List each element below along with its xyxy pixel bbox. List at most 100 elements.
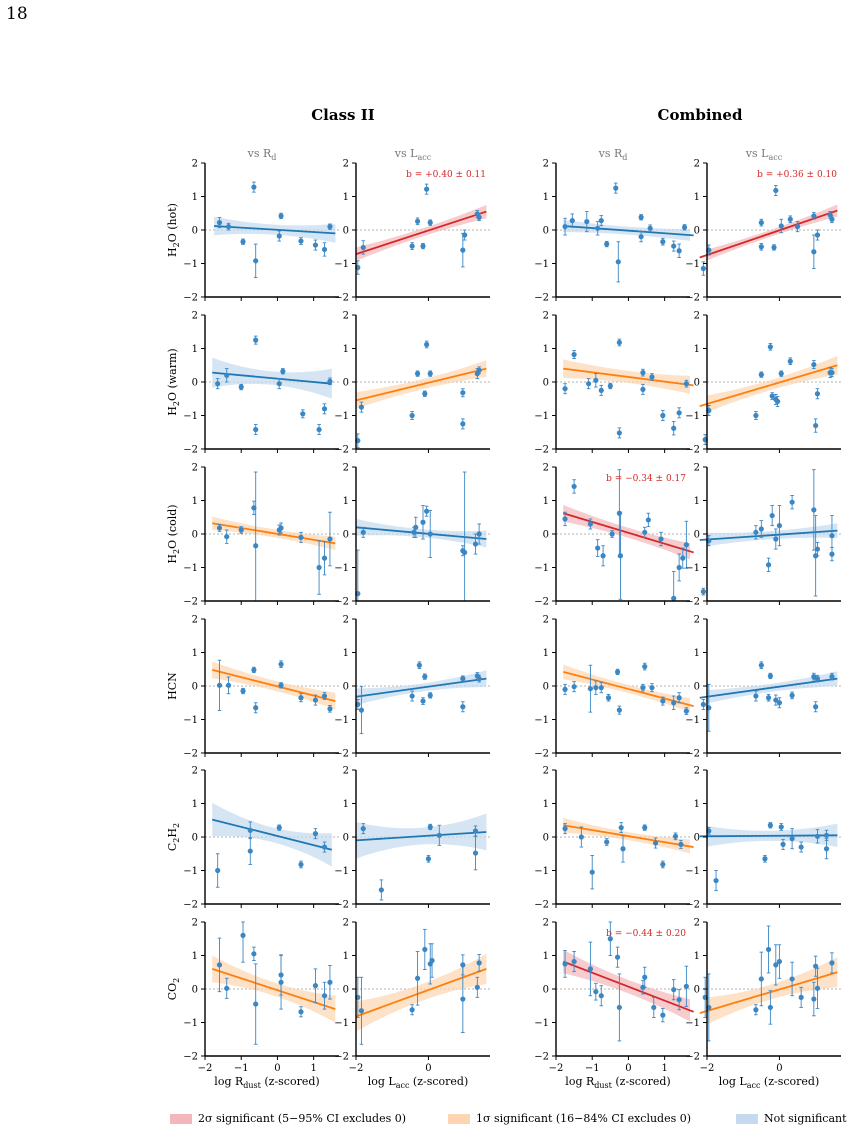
panel-r1-c1: −2 −1 0 1 2 (334, 311, 490, 456)
data-point (422, 674, 428, 680)
data-point (811, 213, 817, 219)
panel-r0-c1: −2 −1 0 1 2 b = +0.40 ± 0.11 (334, 159, 490, 304)
y-tick-label: −2 (183, 1052, 198, 1063)
data-point (422, 946, 428, 953)
fit-line (563, 824, 694, 848)
y-tick-label: 0 (694, 985, 700, 996)
x-tick-label: 0 (625, 1063, 631, 1074)
y-tick-label: −2 (334, 749, 349, 760)
y-tick-label: −2 (183, 900, 198, 911)
y-tick-label: 0 (694, 682, 700, 693)
x-axis-label-sub: acc (747, 1081, 761, 1090)
data-point (598, 685, 604, 691)
data-point (420, 519, 426, 525)
data-point (776, 700, 783, 706)
y-tick-label: 2 (543, 463, 549, 474)
y-tick-label: −2 (334, 293, 349, 304)
data-point (814, 232, 821, 238)
x-axis-label-tail: (z-scored) (760, 1075, 819, 1088)
data-point (240, 239, 246, 245)
x-tick-label: 0 (776, 1063, 782, 1074)
data-point (616, 707, 622, 713)
data-point (327, 536, 333, 542)
y-tick-label: 0 (694, 530, 700, 541)
slope-annotation: b = +0.36 ± 0.10 (757, 170, 837, 180)
data-point (814, 676, 821, 682)
fit-line (212, 371, 332, 385)
data-point (321, 555, 328, 561)
page-number: 18 (6, 4, 28, 24)
fit-line (563, 225, 694, 237)
y-tick-label: 2 (343, 463, 349, 474)
data-point (598, 218, 604, 224)
data-point (823, 846, 830, 852)
legend-swatch-2sigma (170, 1113, 192, 1124)
y-tick-label: 0 (192, 985, 198, 996)
data-point (414, 371, 421, 377)
y-tick-label: 0 (343, 682, 349, 693)
data-point (593, 377, 599, 383)
x-axis-label-tail: (z-scored) (261, 1075, 320, 1088)
data-point (238, 384, 244, 390)
y-tick-label: −1 (334, 1018, 349, 1029)
x-axis-label: log Lacc (z-scored) (719, 1075, 820, 1090)
data-point (589, 869, 595, 875)
y-tick-label: −1 (685, 1018, 700, 1029)
x-tick-label: −1 (234, 1063, 249, 1074)
data-point (409, 693, 415, 699)
data-point (789, 692, 795, 698)
data-point (276, 825, 282, 831)
data-point (472, 828, 479, 834)
data-point (640, 685, 646, 691)
x-axis-label-main: log L (719, 1075, 748, 1088)
data-point (476, 531, 482, 537)
x-tick-label: 1 (310, 1063, 316, 1074)
y-tick-label: 1 (543, 799, 549, 810)
column-title: vs Rd (598, 147, 628, 162)
y-tick-label: −1 (534, 715, 549, 726)
data-point (829, 533, 835, 539)
x-axis-label-tail: (z-scored) (409, 1075, 468, 1088)
y-tick-label: −1 (685, 866, 700, 877)
data-point (460, 421, 466, 427)
data-point (585, 381, 592, 387)
x-tick-label: 0 (274, 1063, 280, 1074)
data-point (358, 1008, 365, 1014)
data-point (753, 529, 759, 535)
data-point (811, 507, 817, 513)
fit-line (355, 677, 487, 698)
data-point (562, 961, 568, 967)
y-tick-label: 0 (192, 530, 198, 541)
data-point (420, 243, 426, 249)
legend-entry-not-significant: Not significant (736, 1112, 847, 1125)
data-point (789, 499, 795, 505)
y-tick-label: 2 (543, 311, 549, 322)
x-tick-label: −1 (585, 1063, 600, 1074)
data-point (472, 850, 479, 856)
y-tick-label: 0 (343, 985, 349, 996)
data-point (814, 833, 821, 839)
row-label: HCN (166, 672, 179, 700)
panel-r5-c0: −2 −1 0 1 2 −2 −1 0 1 (183, 918, 339, 1074)
data-point (771, 244, 777, 251)
data-point (278, 525, 284, 531)
data-point (762, 856, 768, 862)
data-point (571, 958, 577, 965)
legend-label-not-significant: Not significant (764, 1112, 847, 1125)
data-point (776, 958, 783, 965)
y-tick-label: 0 (343, 530, 349, 541)
y-tick-label: 0 (343, 226, 349, 237)
panel-r0-c3: −2 −1 0 1 2 b = +0.36 ± 0.10 (685, 159, 841, 304)
x-tick-label: −2 (349, 1063, 364, 1074)
column-title-sub: acc (417, 153, 431, 162)
data-point (251, 951, 257, 957)
fit-line (699, 971, 838, 1014)
y-tick-label: −1 (183, 866, 198, 877)
y-tick-label: 2 (694, 311, 700, 322)
y-tick-label: 0 (192, 226, 198, 237)
y-tick-label: −2 (534, 1052, 549, 1063)
column-title: vs Lacc (745, 147, 783, 162)
data-point (767, 673, 773, 679)
row-label-sub: 2 (172, 838, 181, 843)
data-point (460, 247, 466, 253)
